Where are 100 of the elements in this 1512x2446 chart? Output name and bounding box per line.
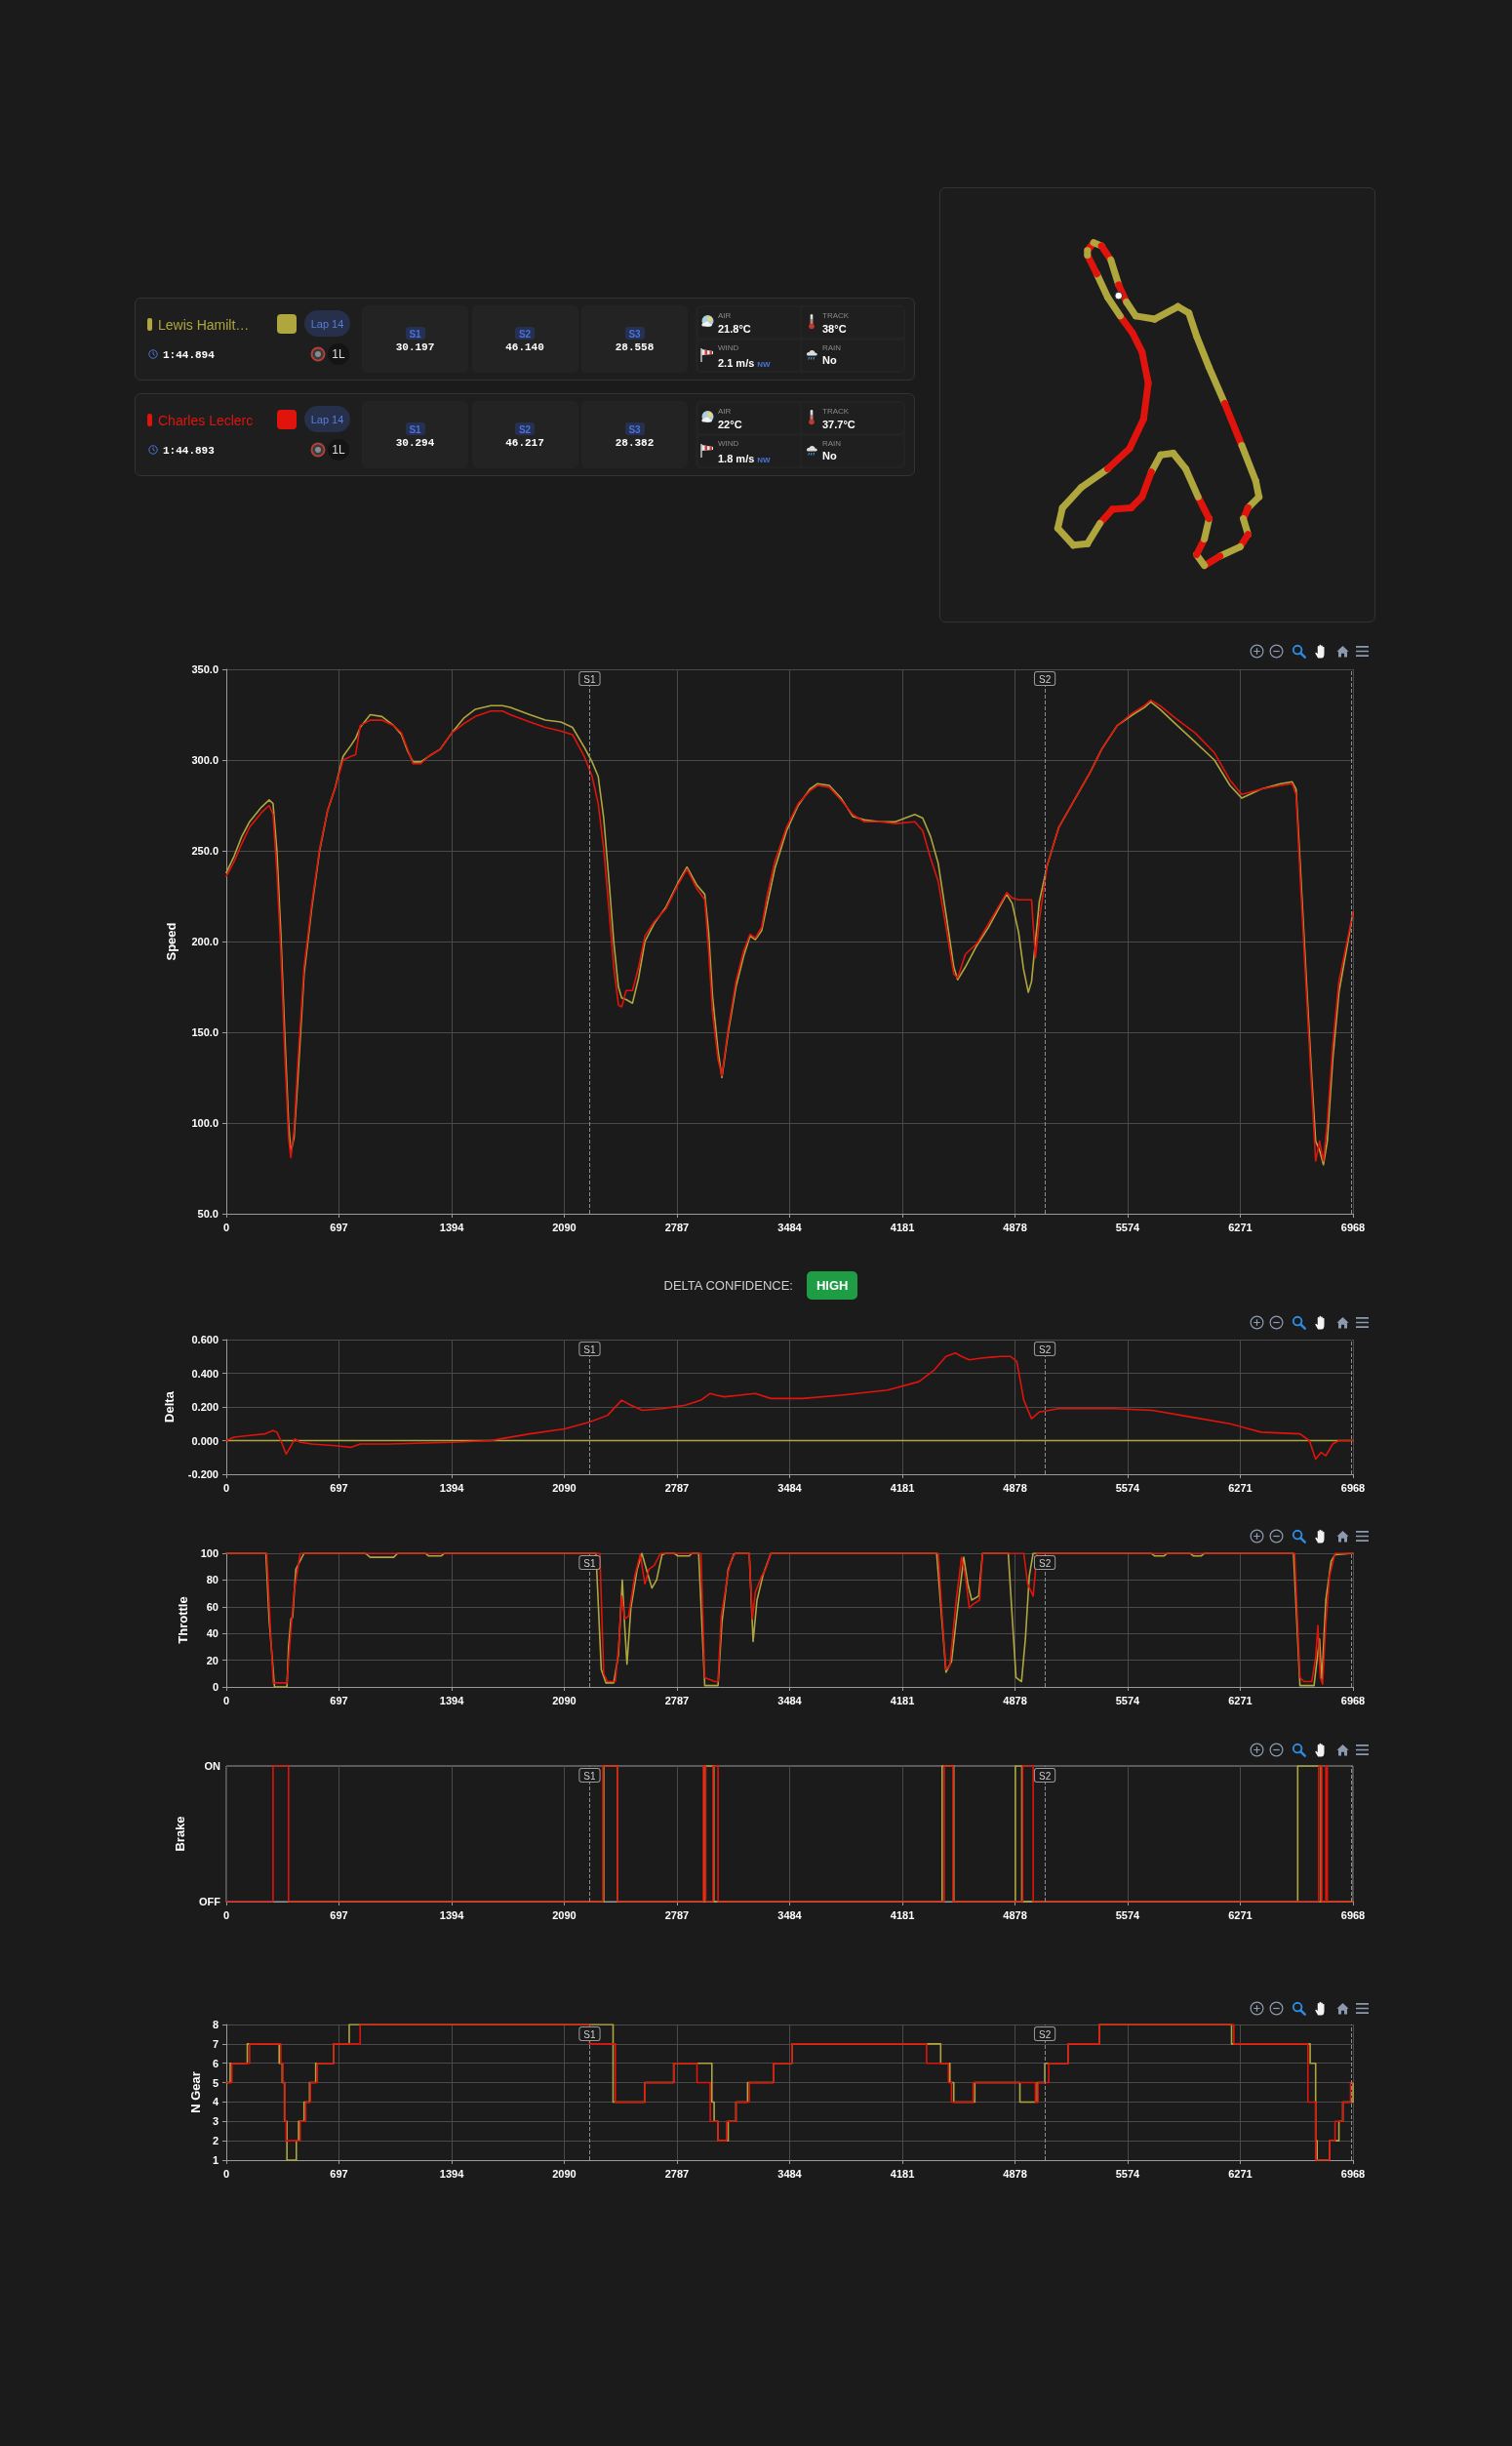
x-tick-label: 0 [222,1908,230,1921]
x-tick-label: 2090 [552,2167,577,2180]
text: 37.7°C [822,419,855,430]
x-tick-label: 2090 [552,1908,577,1921]
x-tick-label: 1394 [439,1481,465,1494]
y-tick-label: 0.400 [191,1367,219,1380]
text: WIND [718,439,739,448]
text: 2.1 m/s [718,357,755,369]
text: No [822,450,837,461]
x-tick-label: 2787 [664,2167,690,2180]
text: S3 [628,328,641,339]
y-tick-label: -0.200 [187,1468,219,1480]
y-tick-label: 8 [212,2019,219,2030]
text: NW [757,360,771,369]
x-tick-label: 4181 [890,2167,915,2180]
x-tick-label: 2090 [552,1221,577,1233]
y-axis-title: Speed [164,922,179,961]
text: 30.197 [395,341,435,353]
x-tick-label: 697 [330,1694,348,1706]
x-tick-label: 5574 [1115,1221,1141,1233]
y-tick-label: 350.0 [191,663,219,675]
text: 1:44.894 [163,349,215,361]
ref-line-label: S1 [583,1770,597,1782]
y-tick-label: 0.000 [191,1434,219,1447]
text: 21.8°C [718,323,751,335]
ref-line-label: S2 [1038,1343,1052,1355]
y-tick-label: 250.0 [191,845,219,857]
y-tick-label: 0 [212,1681,219,1693]
y-tick-label: 2 [212,2135,219,2147]
x-tick-label: 4878 [1003,1908,1027,1921]
x-tick-label: 2090 [552,1481,577,1494]
text: 28.382 [615,437,655,449]
text: 1:44.893 [163,445,215,457]
x-tick-label: 697 [330,1908,348,1921]
x-tick-label: 6968 [1340,1221,1366,1233]
x-tick-label: 6271 [1228,1481,1253,1494]
y-tick-label: 7 [212,2037,219,2050]
ref-line-label: S2 [1038,1557,1052,1569]
x-tick-label: 2090 [552,1694,577,1706]
y-tick-label: 3 [212,2115,219,2128]
y-tick-label: 100 [200,1547,219,1559]
x-tick-label: 6968 [1340,1694,1366,1706]
ref-line-label: S1 [583,1557,597,1569]
y-tick-label: 6 [212,2057,219,2069]
x-tick-label: 3484 [777,1694,803,1706]
y-axis-title: Delta [162,1390,177,1423]
y-tick-label: 20 [206,1654,219,1666]
x-tick-label: 4878 [1003,1694,1027,1706]
x-tick-label: 6271 [1228,2167,1253,2180]
text: 38°C [822,323,847,335]
text: NW [757,456,771,464]
x-tick-label: 0 [222,1694,230,1706]
x-tick-label: 4878 [1003,1481,1027,1494]
ref-line-label: S2 [1038,673,1052,685]
ref-line-label: S1 [583,673,597,685]
x-tick-label: 5574 [1115,1694,1141,1706]
text: ON [204,1760,221,1772]
x-tick-label: 5574 [1115,1481,1141,1494]
x-tick-label: 3484 [777,1481,803,1494]
x-tick-label: 1394 [439,1694,465,1706]
x-tick-label: 697 [330,1481,348,1494]
x-tick-label: 1394 [439,1221,465,1233]
x-tick-label: 2787 [664,1908,690,1921]
y-tick-label: 0.600 [191,1334,219,1345]
x-tick-label: 6271 [1228,1221,1253,1233]
text: DELTA CONFIDENCE: [663,1277,793,1293]
y-tick-label: 40 [206,1627,219,1640]
text: RAIN [822,343,842,352]
y-tick-label: 1 [212,2154,219,2166]
x-tick-label: 3484 [777,2167,803,2180]
x-tick-label: 3484 [777,1221,803,1233]
text: 28.558 [615,341,655,353]
x-tick-label: 0 [222,1481,230,1494]
text: 22°C [718,419,742,430]
x-tick-label: 6968 [1340,1908,1366,1921]
ref-line-label: S2 [1038,1770,1052,1782]
text: RAIN [822,439,842,448]
text: 30.294 [395,437,435,449]
y-axis-title: Brake [172,1816,187,1852]
text: No [822,354,837,366]
y-tick-label: 50.0 [197,1208,219,1220]
x-tick-label: 5574 [1115,1908,1141,1921]
x-tick-label: 4878 [1003,2167,1027,2180]
text: TRACK [822,407,850,416]
x-tick-label: 6271 [1228,1908,1253,1921]
y-tick-label: 200.0 [191,936,219,947]
x-tick-label: 6968 [1340,2167,1366,2180]
x-tick-label: 0 [222,2167,230,2180]
text: Lap 14 [310,318,344,330]
x-tick-label: 5574 [1115,2167,1141,2180]
x-tick-label: 4878 [1003,1221,1027,1233]
ref-line-label: S1 [583,1343,597,1355]
x-tick-label: 697 [330,2167,348,2180]
x-tick-label: 2787 [664,1221,690,1233]
y-axis-title: Throttle [176,1596,190,1644]
x-tick-label: 2787 [664,1694,690,1706]
x-tick-label: 2787 [664,1481,690,1494]
y-tick-label: 100.0 [191,1117,219,1129]
x-tick-label: 4181 [890,1481,915,1494]
x-tick-label: 1394 [439,1908,465,1921]
